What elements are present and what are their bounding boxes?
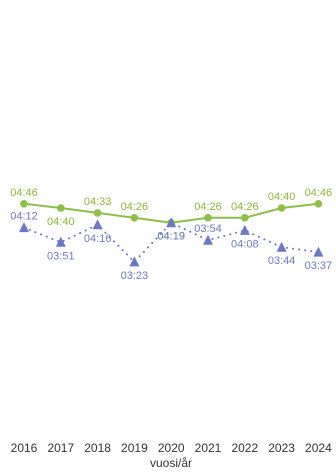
x-tick-label-2016: 2016 — [11, 441, 38, 455]
series-green-point-2021 — [204, 214, 212, 222]
series-blue-point-2017 — [55, 236, 66, 247]
series-blue-point-2021 — [203, 234, 213, 245]
x-tick-label-2021: 2021 — [195, 441, 222, 455]
series-blue-label-2024: 03:37 — [305, 260, 333, 272]
series-green-point-2023 — [277, 204, 286, 212]
series-blue-label-2019: 03:23 — [121, 270, 149, 282]
series-green-label-2020: 04:19 — [157, 231, 185, 243]
series-blue-line — [23, 221, 320, 263]
series-green-label-2017: 04:40 — [47, 216, 75, 228]
series-blue-point-2022 — [239, 224, 250, 235]
series-markers — [19, 200, 324, 267]
series-green-label-2022: 04:26 — [231, 201, 259, 213]
x-tick-label-2018: 2018 — [84, 441, 111, 455]
series-blue-point-2018 — [92, 219, 103, 230]
x-tick-label-2017: 2017 — [47, 441, 74, 455]
series-green-point-2016 — [20, 200, 28, 208]
x-axis-title: vuosi/år — [150, 456, 192, 470]
series-blue-label-2018: 04:16 — [84, 233, 112, 245]
series-green-label-2023: 04:40 — [268, 191, 296, 203]
series-blue-point-2023 — [276, 241, 287, 252]
series-blue-label-2021: 03:54 — [194, 223, 222, 235]
series-green-label-2018: 04:33 — [84, 196, 112, 208]
x-axis-tick-labels: 2016 2017 2018 2019 2020 2021 2022 2023 2024 — [11, 441, 332, 455]
series-blue-point-2019 — [129, 256, 140, 267]
series-blue-label-2020: 04:19 — [157, 231, 185, 243]
data-labels: 04:46 04:40 04:33 04:26 04:19 04:26 04:26 04:40… — [10, 187, 332, 282]
series-green-label-2019: 04:26 — [121, 201, 149, 213]
series-blue-point-2024 — [313, 246, 324, 257]
x-tick-label-2022: 2022 — [231, 441, 258, 455]
series-green-point-2017 — [57, 204, 65, 212]
series-green-point-2019 — [130, 214, 139, 222]
x-tick-label-2019: 2019 — [121, 441, 148, 455]
series-blue-label-2023: 03:44 — [268, 255, 296, 267]
series-green-point-2022 — [241, 214, 249, 222]
x-tick-label-2023: 2023 — [268, 441, 295, 455]
series-green-label-2016: 04:46 — [10, 187, 38, 199]
series-blue-point-2016 — [19, 222, 29, 233]
series-blue-label-2017: 03:51 — [47, 250, 75, 262]
series-green-point-2018 — [93, 209, 102, 217]
series-green-label-2024: 04:46 — [305, 187, 333, 199]
x-tick-label-2020: 2020 — [158, 441, 185, 455]
series-blue-point-2020 — [166, 217, 177, 228]
series-green-label-2021: 04:26 — [194, 201, 222, 213]
series-blue-label-2016: 04:12 — [10, 211, 38, 223]
series-blue-label-2022: 04:08 — [231, 238, 259, 250]
x-tick-label-2024: 2024 — [305, 441, 332, 455]
series-green-point-2024 — [314, 200, 323, 208]
